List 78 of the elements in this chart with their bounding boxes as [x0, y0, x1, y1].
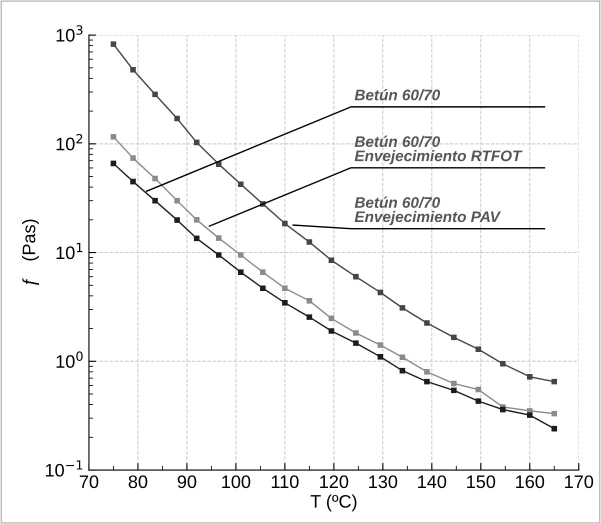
y-axis-title: ƒ (Pas) — [22, 220, 39, 285]
x-tick-label: 140 — [418, 475, 446, 488]
point — [328, 328, 334, 334]
point — [500, 406, 506, 412]
point — [400, 305, 406, 311]
x-tick-label: 70 — [80, 475, 98, 488]
point — [551, 426, 558, 432]
y-tick-label: 10$^{−1}$ — [46, 460, 82, 477]
point — [238, 181, 244, 188]
point — [130, 155, 136, 161]
point — [353, 330, 359, 336]
point — [194, 236, 200, 242]
point — [424, 320, 430, 326]
point — [476, 386, 482, 392]
point — [551, 410, 558, 416]
point — [400, 368, 406, 374]
point — [306, 298, 312, 304]
point — [527, 374, 533, 380]
point — [194, 217, 200, 223]
point — [476, 346, 482, 352]
point — [152, 92, 158, 98]
point — [378, 290, 384, 296]
point — [260, 285, 266, 291]
point — [216, 252, 222, 258]
x-tick-label: 100 — [222, 475, 250, 488]
point — [174, 198, 180, 204]
annotation: Betún 60/70 Envejecimiento PAV — [354, 196, 501, 226]
point — [424, 378, 430, 384]
point — [527, 412, 533, 418]
point — [451, 334, 457, 340]
point — [216, 235, 222, 241]
point — [451, 380, 457, 386]
point — [353, 340, 359, 346]
point — [110, 160, 116, 166]
point — [476, 398, 482, 404]
point — [282, 285, 288, 291]
x-tick-label: 120 — [320, 475, 348, 488]
point — [110, 134, 116, 140]
point — [378, 354, 384, 360]
y-tick-label: 10$^{0}$ — [56, 351, 83, 368]
point — [282, 220, 288, 226]
point — [216, 161, 222, 167]
point — [400, 354, 406, 360]
point — [551, 378, 558, 384]
x-tick-label: 170 — [565, 475, 594, 488]
point — [260, 269, 266, 275]
x-tick-label: 110 — [272, 475, 299, 488]
annotation: Betún 60/70 — [354, 89, 440, 101]
point — [424, 369, 430, 375]
point — [353, 274, 359, 280]
x-tick-label: 160 — [516, 475, 544, 488]
point — [451, 388, 457, 394]
point — [110, 41, 116, 47]
point — [306, 314, 312, 320]
point — [152, 176, 158, 182]
point — [194, 140, 200, 146]
x-axis-title: T (ºC) — [310, 494, 356, 512]
point — [130, 178, 136, 184]
point — [328, 257, 334, 264]
point — [238, 252, 244, 258]
point — [306, 239, 312, 245]
point — [282, 300, 288, 306]
x-tick-label: 150 — [467, 475, 496, 488]
x-tick-label: 80 — [128, 475, 148, 488]
point — [152, 198, 158, 204]
point — [500, 360, 506, 366]
point — [238, 269, 244, 275]
point — [328, 316, 334, 322]
point — [174, 116, 180, 122]
point — [174, 217, 180, 223]
y-tick-label: 10$^{1}$ — [56, 242, 82, 260]
y-tick-label: 10$^{2}$ — [56, 134, 82, 150]
annotation: Betún 60/70 Envejecimiento RTFOT — [354, 136, 522, 164]
y-tick-label: 10$^{3}$ — [56, 25, 82, 42]
point — [378, 342, 384, 348]
x-tick-label: 130 — [369, 475, 398, 488]
x-tick-label: 90 — [178, 475, 196, 488]
point — [130, 66, 136, 73]
